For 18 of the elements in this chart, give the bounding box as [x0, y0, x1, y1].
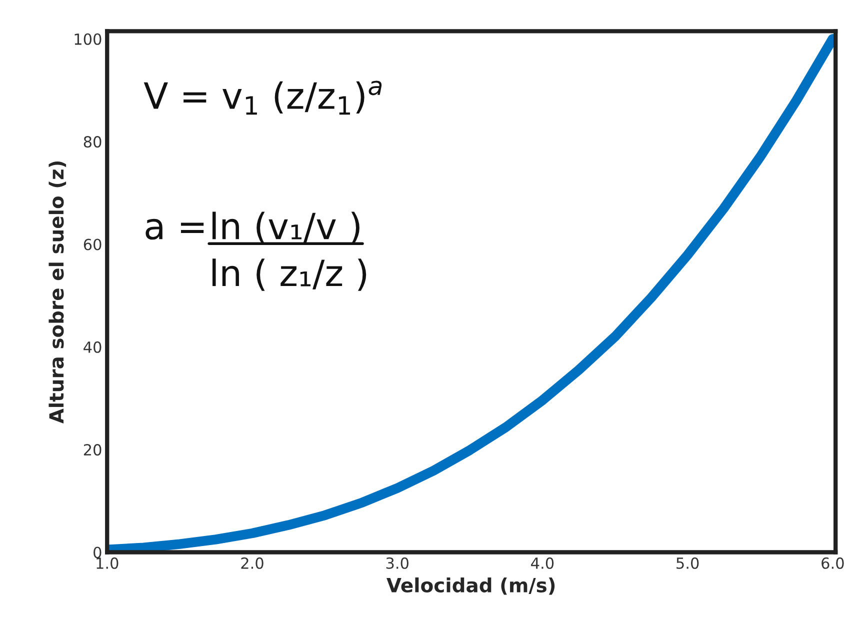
y-tick-label: 20	[84, 444, 102, 456]
x-tick-label: 1.0	[96, 557, 118, 569]
y-tick-label: 80	[84, 136, 102, 148]
x-tick-label: 5.0	[676, 557, 699, 569]
y-tick-label: 100	[74, 33, 102, 45]
x-tick-label: 4.0	[531, 557, 554, 569]
x-axis-title: Velocidad (m/s)	[386, 577, 555, 595]
y-tick-label: 60	[84, 238, 102, 250]
y-axis-title: Altura sobre el suelo (z)	[48, 161, 66, 424]
y-tick-label: 40	[84, 341, 102, 353]
annotation: V = v$_{1}$ (z/z$_{1}$)$^{a}$	[144, 80, 382, 115]
annotation: a =	[146, 218, 204, 240]
annotation: ln ( z₁/z )	[212, 258, 366, 291]
x-tick-label: 3.0	[386, 557, 408, 569]
x-tick-label: 2.0	[241, 557, 264, 569]
x-tick-label: 6.0	[822, 557, 844, 569]
annotation: ln (v₁/v )	[212, 212, 360, 244]
y-tick-label: 0	[94, 546, 102, 558]
